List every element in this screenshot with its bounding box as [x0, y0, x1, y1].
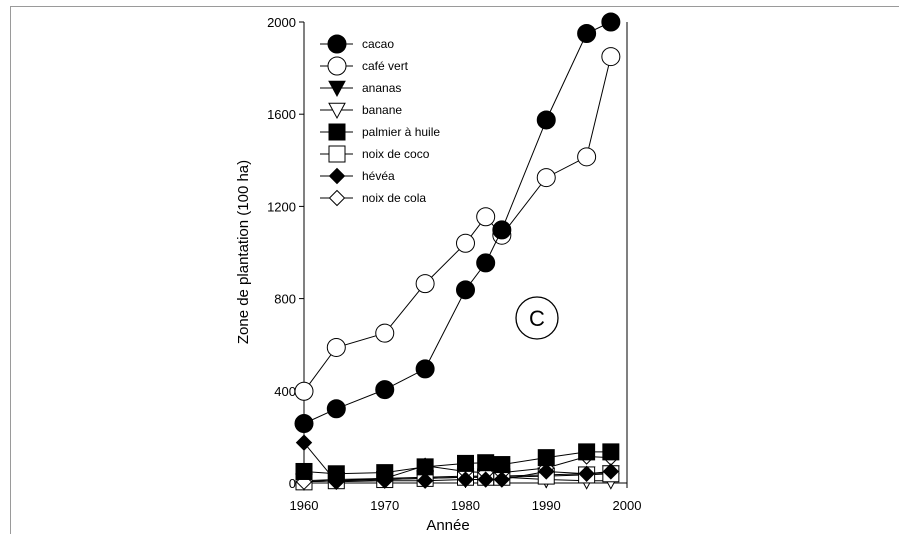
data-point [493, 471, 511, 488]
data-point [476, 253, 496, 273]
data-point [376, 464, 394, 482]
data-point [456, 280, 475, 300]
data-point [578, 465, 595, 482]
series-line [303, 442, 611, 483]
data-point [492, 220, 512, 240]
legend-entry: ananas [320, 80, 401, 98]
series-0 [294, 12, 621, 434]
legend-label: ananas [362, 81, 401, 95]
data-point [375, 323, 395, 343]
data-point [294, 381, 314, 401]
data-point [477, 471, 494, 488]
series-1 [294, 47, 621, 401]
data-point [457, 454, 474, 472]
x-tick-label: 1960 [290, 498, 319, 513]
data-point [493, 456, 511, 474]
legend-entry: cacao [320, 34, 394, 54]
legend-label: palmier à huile [362, 125, 440, 139]
legend-label: banane [362, 103, 402, 117]
legend-entry: café vert [320, 56, 409, 76]
y-axis-title: Zone de plantation (100 ha) [235, 160, 252, 344]
data-point [295, 434, 313, 451]
data-point [577, 147, 597, 167]
data-point [416, 458, 434, 476]
data-point [375, 380, 395, 400]
data-point [326, 337, 346, 357]
data-point [537, 449, 555, 467]
data-point [416, 472, 434, 489]
y-tick-label: 400 [274, 384, 296, 399]
data-point [577, 24, 597, 44]
legend-marker [328, 102, 346, 120]
legend: cacao café vert ananas banane palmier à huil… [320, 34, 440, 207]
data-point [538, 463, 555, 480]
axes: 0 400 800 1200 1600 2000 1960 1970 1980 1990 2000 [267, 15, 641, 513]
data-point [602, 443, 620, 461]
legend-marker [328, 189, 346, 207]
legend-marker [328, 145, 346, 163]
data-point [578, 443, 596, 461]
legend-entry: banane [320, 102, 402, 120]
series-line [303, 56, 612, 392]
panel-label: C [529, 306, 545, 331]
legend-label: hévéa [362, 169, 395, 183]
legend-label: noix de coco [362, 147, 430, 161]
series-line [303, 21, 612, 424]
y-tick-label: 0 [289, 476, 296, 491]
legend-marker [327, 34, 347, 54]
data-point [456, 233, 475, 253]
data-point [415, 359, 435, 379]
series-line [303, 473, 611, 483]
series-line [303, 455, 611, 483]
data-point [536, 168, 556, 188]
data-point [295, 462, 313, 480]
legend-marker [328, 167, 346, 185]
data-point [326, 399, 346, 419]
legend-marker [327, 56, 347, 76]
y-tick-label: 1200 [267, 199, 296, 214]
x-tick-label: 1970 [370, 498, 399, 513]
y-tick-label: 1600 [267, 107, 296, 122]
x-tick-label: 1980 [451, 498, 480, 513]
legend-entry: noix de cola [320, 189, 426, 207]
y-tick-label: 800 [274, 292, 296, 307]
x-tick-label: 1990 [532, 498, 561, 513]
legend-marker [328, 80, 346, 98]
figure-frame [10, 6, 899, 534]
panel-label-circle [515, 296, 559, 340]
panel-label-group: C [515, 296, 559, 340]
data-point [477, 454, 495, 472]
data-point [536, 110, 556, 130]
legend-marker [328, 123, 346, 141]
x-tick-label: 2000 [613, 498, 642, 513]
legend-label: noix de cola [362, 191, 426, 205]
series-line [303, 451, 611, 475]
y-tick-label: 2000 [267, 15, 296, 30]
series-4 [295, 443, 620, 483]
legend-label: cacao [362, 37, 394, 51]
x-axis-title: Année [426, 517, 469, 534]
series-line [303, 472, 611, 482]
legend-label: café vert [362, 59, 409, 73]
data-point [415, 274, 435, 294]
data-point [327, 465, 345, 483]
data-point [601, 47, 621, 67]
data-point [457, 471, 474, 488]
legend-entry: hévéa [320, 167, 395, 185]
data-point [602, 463, 620, 480]
data-point [601, 12, 621, 32]
legend-entry: noix de coco [320, 145, 430, 163]
legend-entry: palmier à huile [320, 123, 440, 141]
data-point [294, 414, 314, 434]
series-layer [294, 12, 621, 491]
data-point [476, 207, 496, 227]
